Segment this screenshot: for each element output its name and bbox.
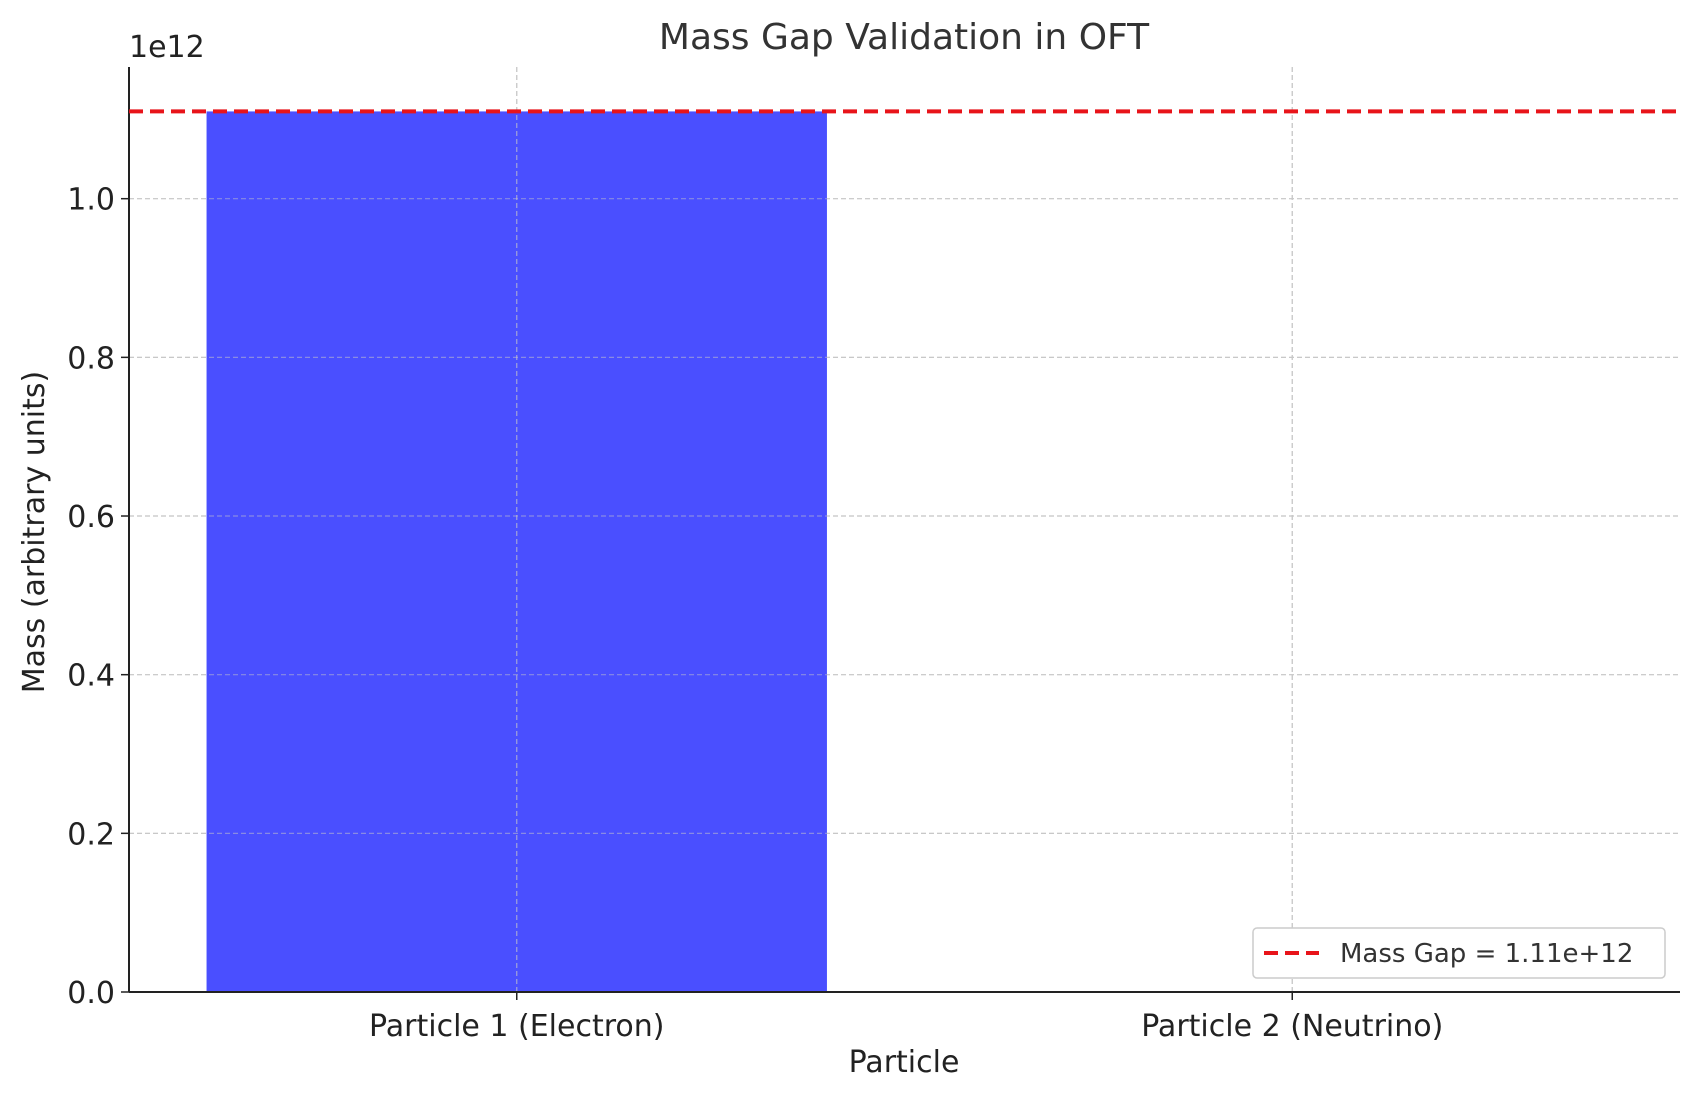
x-tick-label: Particle 2 (Neutrino) bbox=[1141, 1009, 1443, 1044]
bars bbox=[129, 67, 1680, 992]
y-tick-label: 0.8 bbox=[67, 341, 115, 376]
legend-box bbox=[1252, 927, 1666, 979]
legend: Mass Gap = 1.11e+12 bbox=[1252, 927, 1666, 979]
legend-entry-mass-gap: Mass Gap = 1.11e+12 bbox=[1340, 939, 1633, 969]
y-tick-label: 0.0 bbox=[67, 976, 115, 1011]
y-tick-label: 0.2 bbox=[67, 817, 115, 852]
y-tick-label: 0.6 bbox=[67, 500, 115, 535]
y-axis-offset-label: 1e12 bbox=[129, 30, 205, 65]
x-tick-label: Particle 1 (Electron) bbox=[369, 1009, 664, 1044]
y-tick-label: 0.4 bbox=[67, 659, 115, 694]
axes bbox=[121, 67, 1680, 1000]
tick-labels: 0.0 0.2 0.4 0.6 0.8 1.0 Particle 1 (Electron) P… bbox=[67, 183, 1443, 1044]
x-axis-label: Particle bbox=[849, 1045, 960, 1080]
y-axis-label: Mass (arbitrary units) bbox=[17, 371, 52, 693]
chart-title: Mass Gap Validation in OFT bbox=[659, 17, 1150, 58]
y-tick-label: 1.0 bbox=[67, 183, 115, 218]
